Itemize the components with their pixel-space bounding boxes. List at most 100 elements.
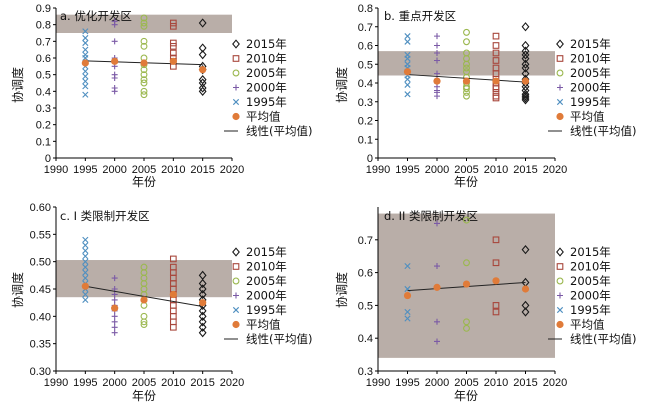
y-tick-label: 0.3 xyxy=(358,366,373,378)
legend-label: 平均值 xyxy=(246,318,281,332)
x-axis-label: 年份 xyxy=(454,175,478,189)
data-point-1995 xyxy=(404,308,411,316)
x-tick-label: 2000 xyxy=(102,164,126,176)
x-tick-label: 2005 xyxy=(132,164,156,176)
data-point-2015 xyxy=(198,83,207,93)
x-tick-label: 2020 xyxy=(220,164,244,176)
data-point-mean xyxy=(433,77,441,85)
data-point-2005 xyxy=(140,19,148,27)
legend-swatch-1995 xyxy=(556,306,564,314)
y-tick-label: 0.6 xyxy=(358,41,373,53)
data-point-2015 xyxy=(521,50,530,60)
data-point-2015 xyxy=(198,18,207,28)
data-point-1995 xyxy=(404,33,411,40)
data-point-2000 xyxy=(111,21,118,28)
y-tick-label: 0.55 xyxy=(30,229,51,241)
data-point-1995 xyxy=(82,39,89,47)
x-tick-label: 2015 xyxy=(513,377,537,389)
legend-label: 2010年 xyxy=(246,260,287,274)
y-tick-label: 0.40 xyxy=(30,311,51,323)
data-point-2015 xyxy=(198,278,207,289)
data-point-1995 xyxy=(82,264,89,271)
x-tick-label: 2005 xyxy=(454,377,478,389)
data-point-2010 xyxy=(169,318,177,326)
x-tick-label: 1990 xyxy=(366,377,390,389)
data-point-2010 xyxy=(492,32,500,40)
x-tick-label: 1995 xyxy=(73,164,97,176)
y-tick-label: 0.5 xyxy=(36,70,51,82)
data-point-1995 xyxy=(82,78,89,85)
data-point-1995 xyxy=(404,91,411,98)
y-tick-label: 0.2 xyxy=(36,120,51,132)
data-point-mean xyxy=(403,291,412,300)
data-point-1995 xyxy=(82,28,89,35)
data-point-2005 xyxy=(463,38,470,46)
data-point-2005 xyxy=(140,87,148,95)
data-point-2005 xyxy=(463,318,470,326)
legend-swatch-2015 xyxy=(556,247,564,257)
x-tick-label: 2010 xyxy=(161,377,185,389)
y-tick-label: 0.2 xyxy=(358,116,373,128)
data-point-2005 xyxy=(140,37,148,45)
data-point-mean xyxy=(521,285,530,293)
data-point-mean xyxy=(492,277,500,285)
data-point-2000 xyxy=(434,57,440,64)
data-point-2015 xyxy=(521,89,530,99)
x-tick-label: 1995 xyxy=(395,377,419,389)
data-point-2010 xyxy=(492,85,500,92)
legend-label: 2000年 xyxy=(246,81,287,95)
data-point-2010 xyxy=(169,255,177,263)
legend-label: 2005年 xyxy=(246,274,287,288)
panel-title: b. 重点开发区 xyxy=(384,9,456,23)
y-tick-label: 0.35 xyxy=(30,339,51,351)
legend-swatch-2015 xyxy=(232,247,240,257)
y-axis-label: 协调度 xyxy=(10,67,25,103)
x-tick-label: 2020 xyxy=(543,377,567,389)
data-point-1995 xyxy=(82,236,89,243)
data-point-1995 xyxy=(82,269,89,276)
y-tick-label: 0.60 xyxy=(30,202,51,214)
data-point-1995 xyxy=(82,46,89,53)
data-point-1995 xyxy=(82,73,89,80)
data-point-1995 xyxy=(82,253,89,260)
data-point-1995 xyxy=(404,315,411,322)
y-tick-label: 0.8 xyxy=(358,3,373,15)
legend-label: 1995年 xyxy=(246,303,287,317)
y-tick-label: 0.30 xyxy=(30,366,51,378)
panel-title: c. I 类限制开发区 xyxy=(60,209,150,223)
legend-label: 1995年 xyxy=(570,95,611,109)
data-point-1995 xyxy=(404,76,411,83)
legend-label: 2010年 xyxy=(246,52,287,66)
data-point-1995 xyxy=(82,291,89,298)
data-point-2000 xyxy=(111,329,118,336)
y-axis-label: 协调度 xyxy=(334,272,349,308)
legend-swatch-2005 xyxy=(556,277,564,285)
data-point-2005 xyxy=(140,42,148,50)
data-point-2010 xyxy=(169,312,177,320)
x-tick-label: 2015 xyxy=(190,377,214,389)
y-tick-label: 0.50 xyxy=(30,257,51,269)
chart-panel-1: 1990 1995 2000 2005 2010 2015 2020 0 0.1 0.2 0.3 0.… xyxy=(10,3,312,189)
legend-label: 2000年 xyxy=(570,289,611,303)
data-point-2000 xyxy=(434,42,440,49)
data-point-2005 xyxy=(140,14,148,22)
x-tick-label: 2000 xyxy=(425,377,449,389)
y-tick-label: 0.7 xyxy=(358,235,373,247)
legend-swatch-1995 xyxy=(232,306,240,314)
data-point-2010 xyxy=(492,259,500,267)
data-point-2005 xyxy=(140,71,148,79)
legend-swatch-2000 xyxy=(557,84,563,91)
data-point-2010 xyxy=(492,302,500,309)
data-point-2010 xyxy=(492,49,500,57)
data-point-2010 xyxy=(169,49,177,57)
x-tick-label: 2015 xyxy=(190,164,214,176)
data-point-1995 xyxy=(82,34,89,42)
data-point-2015 xyxy=(521,93,530,103)
legend-swatch-2010 xyxy=(556,263,564,270)
data-point-2010 xyxy=(492,94,500,102)
y-tick-label: 0 xyxy=(45,153,51,165)
data-point-1995 xyxy=(82,242,89,249)
y-tick-label: 0.7 xyxy=(36,36,51,48)
